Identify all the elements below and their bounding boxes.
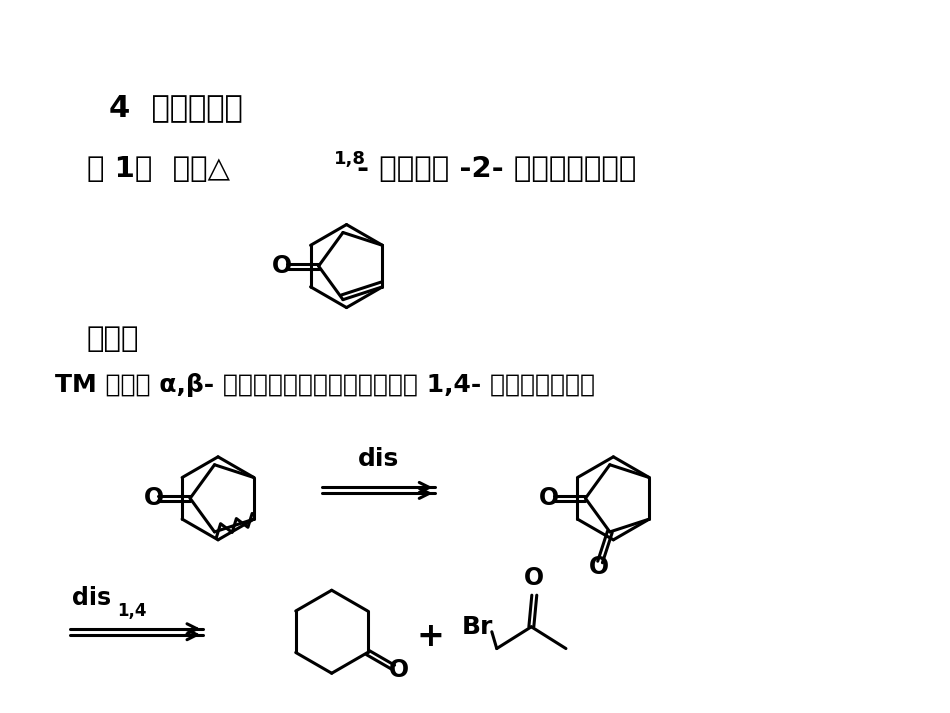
Text: O: O — [588, 555, 609, 579]
Text: dis: dis — [358, 446, 399, 471]
Text: 4  合成实例：: 4 合成实例： — [109, 93, 243, 122]
Text: O: O — [539, 486, 559, 511]
Text: O: O — [389, 658, 408, 682]
Text: O: O — [143, 486, 163, 511]
Text: TM 为稠环 α,β- 不饱和罰基化合物，拆开后为 1,4- 二罰基化合物。: TM 为稠环 α,β- 不饱和罰基化合物，拆开后为 1,4- 二罰基化合物。 — [55, 373, 595, 397]
Text: 例 1：  设计△: 例 1： 设计△ — [86, 155, 230, 183]
Text: 分析：: 分析： — [86, 325, 139, 354]
Text: 1,4: 1,4 — [117, 602, 146, 620]
Text: O: O — [524, 566, 544, 590]
Text: +: + — [417, 620, 445, 653]
Text: Br: Br — [462, 615, 494, 639]
Text: O: O — [272, 254, 292, 278]
Text: - 六氢化茴 -2- 酮的合成路线。: - 六氢化茴 -2- 酮的合成路线。 — [357, 155, 636, 183]
Text: 1,8: 1,8 — [333, 150, 366, 168]
Text: dis: dis — [72, 586, 111, 610]
